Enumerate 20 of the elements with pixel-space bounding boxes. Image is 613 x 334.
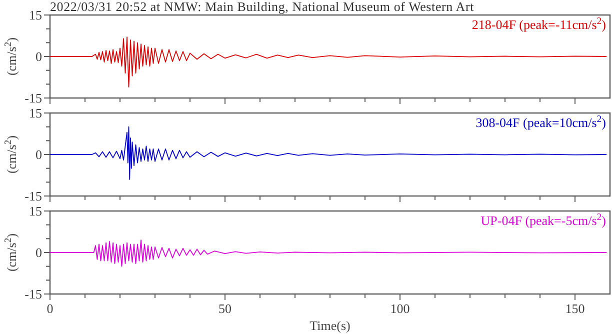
y-tick-label: 15 <box>29 204 42 218</box>
series-label: 218-04F (peak=-11cm/s$^{2}$) <box>472 16 606 32</box>
line-series <box>50 240 607 267</box>
y-tick-label: 0 <box>36 147 42 162</box>
x-tick-label: 150 <box>565 301 585 316</box>
series-label: UP-04F (peak=-5cm/s$^{2}$) <box>480 212 606 228</box>
y-tick-label: 15 <box>29 106 42 120</box>
x-tick-label: 0 <box>46 301 54 316</box>
y-tick-label: -15 <box>24 90 42 106</box>
y-tick-label: 15 <box>29 8 42 22</box>
x-axis-title: Time(s) <box>310 318 350 333</box>
chart-title: 2022/03/31 20:52 at NMW: Main Building, National Museum of Western Art <box>50 0 474 14</box>
y-tick-label: 0 <box>36 245 42 260</box>
series-label: 308-04F (peak=10cm/s$^{2}$) <box>476 114 606 130</box>
x-tick-label: 50 <box>218 301 232 316</box>
y-tick-label: -15 <box>24 188 42 204</box>
y-tick-label: -15 <box>24 286 42 302</box>
x-tick-label: 100 <box>390 301 410 316</box>
line-series <box>50 36 607 88</box>
y-tick-label: 0 <box>36 49 42 64</box>
